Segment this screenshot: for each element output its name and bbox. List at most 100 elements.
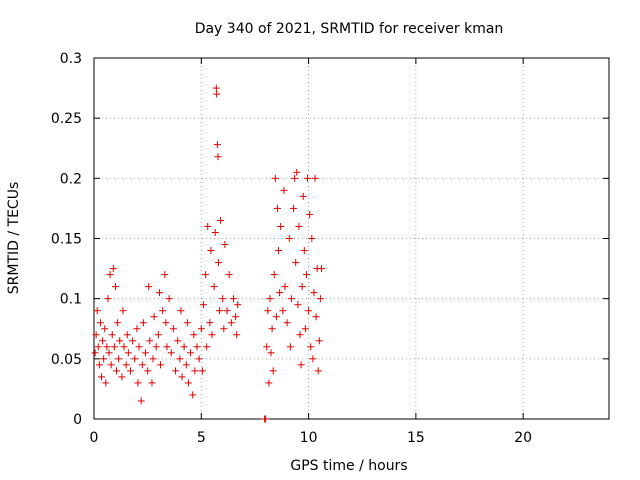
data-point bbox=[131, 355, 139, 363]
data-point bbox=[165, 295, 173, 303]
data-point bbox=[311, 174, 319, 182]
data-point bbox=[178, 373, 186, 381]
data-point bbox=[294, 301, 302, 309]
data-point bbox=[306, 210, 314, 218]
data-point bbox=[217, 216, 225, 224]
data-point bbox=[176, 355, 184, 363]
data-point bbox=[107, 361, 115, 369]
data-point bbox=[266, 295, 274, 303]
data-point bbox=[195, 355, 203, 363]
data-point bbox=[269, 367, 277, 375]
data-point bbox=[172, 367, 180, 375]
data-point bbox=[298, 283, 306, 291]
data-point bbox=[286, 343, 294, 351]
data-point bbox=[275, 247, 283, 255]
data-point bbox=[271, 174, 279, 182]
y-tick-label: 0.05 bbox=[51, 352, 82, 368]
plot-frame bbox=[93, 57, 610, 420]
data-point bbox=[155, 289, 163, 297]
data-point bbox=[102, 379, 110, 387]
data-point bbox=[291, 174, 299, 182]
data-point bbox=[111, 283, 119, 291]
data-point bbox=[232, 313, 240, 321]
data-point bbox=[219, 295, 227, 303]
data-point bbox=[159, 307, 167, 315]
data-point bbox=[129, 337, 137, 345]
data-point bbox=[104, 295, 112, 303]
data-point bbox=[146, 337, 154, 345]
x-tick-label: 10 bbox=[300, 430, 318, 446]
data-point bbox=[98, 373, 106, 381]
data-point bbox=[212, 84, 220, 92]
y-tick-label: 0.3 bbox=[60, 51, 82, 67]
data-point bbox=[197, 325, 205, 333]
data-point bbox=[264, 307, 272, 315]
data-point bbox=[124, 349, 132, 357]
data-point bbox=[263, 343, 271, 351]
data-point bbox=[267, 349, 275, 357]
y-tick-label: 0.25 bbox=[51, 111, 82, 127]
data-point bbox=[116, 337, 124, 345]
data-point bbox=[301, 325, 309, 333]
data-point bbox=[138, 361, 146, 369]
x-tick-label: 0 bbox=[90, 430, 99, 446]
data-point bbox=[304, 174, 312, 182]
data-point bbox=[154, 331, 162, 339]
data-point bbox=[272, 313, 280, 321]
data-point bbox=[198, 367, 206, 375]
data-point bbox=[295, 222, 303, 230]
data-point bbox=[120, 343, 128, 351]
data-point bbox=[293, 168, 301, 176]
data-point bbox=[110, 343, 118, 351]
data-point bbox=[268, 325, 276, 333]
x-axis-label: GPS time / hours bbox=[290, 458, 407, 474]
data-point bbox=[270, 271, 278, 279]
data-point bbox=[208, 331, 216, 339]
data-point bbox=[189, 391, 197, 399]
y-tick-label: 0.15 bbox=[51, 232, 82, 248]
y-axis-label: SRMTID / TECUs bbox=[6, 182, 22, 295]
y-tick-label: 0 bbox=[73, 412, 82, 428]
data-point bbox=[233, 331, 241, 339]
data-point bbox=[309, 355, 317, 363]
data-point bbox=[119, 307, 127, 315]
data-point bbox=[108, 331, 116, 339]
data-point bbox=[109, 265, 117, 273]
data-point bbox=[150, 313, 158, 321]
y-tick-label: 0.2 bbox=[60, 171, 82, 187]
data-point bbox=[167, 349, 175, 357]
data-point bbox=[93, 307, 101, 315]
data-point bbox=[214, 153, 222, 161]
data-point bbox=[210, 283, 218, 291]
data-point bbox=[187, 349, 195, 357]
data-point bbox=[281, 283, 289, 291]
data-point bbox=[114, 319, 122, 327]
axis-ticks: 0 5 10 15 20 0 0.05 0.1 0.15 0.2 0.25 0.3 bbox=[51, 51, 609, 446]
data-point bbox=[123, 331, 131, 339]
data-points bbox=[91, 84, 325, 423]
data-point bbox=[312, 313, 320, 321]
data-point bbox=[299, 192, 307, 200]
data-point bbox=[204, 222, 212, 230]
data-point bbox=[163, 343, 171, 351]
data-point bbox=[308, 235, 316, 242]
data-point bbox=[144, 367, 152, 375]
chart-title: Day 340 of 2021, SRMTID for receiver kma… bbox=[195, 21, 504, 37]
data-point bbox=[225, 271, 233, 279]
data-point bbox=[135, 343, 143, 351]
data-point bbox=[279, 307, 287, 315]
data-point bbox=[227, 319, 235, 327]
data-point bbox=[96, 319, 104, 327]
data-point bbox=[152, 343, 160, 351]
data-point bbox=[277, 222, 285, 230]
data-point bbox=[145, 283, 153, 291]
data-point bbox=[199, 301, 207, 309]
data-point bbox=[99, 337, 107, 345]
data-point bbox=[115, 355, 123, 363]
data-point bbox=[207, 247, 215, 255]
grid bbox=[94, 58, 609, 419]
data-point bbox=[287, 295, 295, 303]
data-point bbox=[122, 361, 130, 369]
data-point bbox=[314, 367, 322, 375]
data-point bbox=[91, 349, 99, 357]
